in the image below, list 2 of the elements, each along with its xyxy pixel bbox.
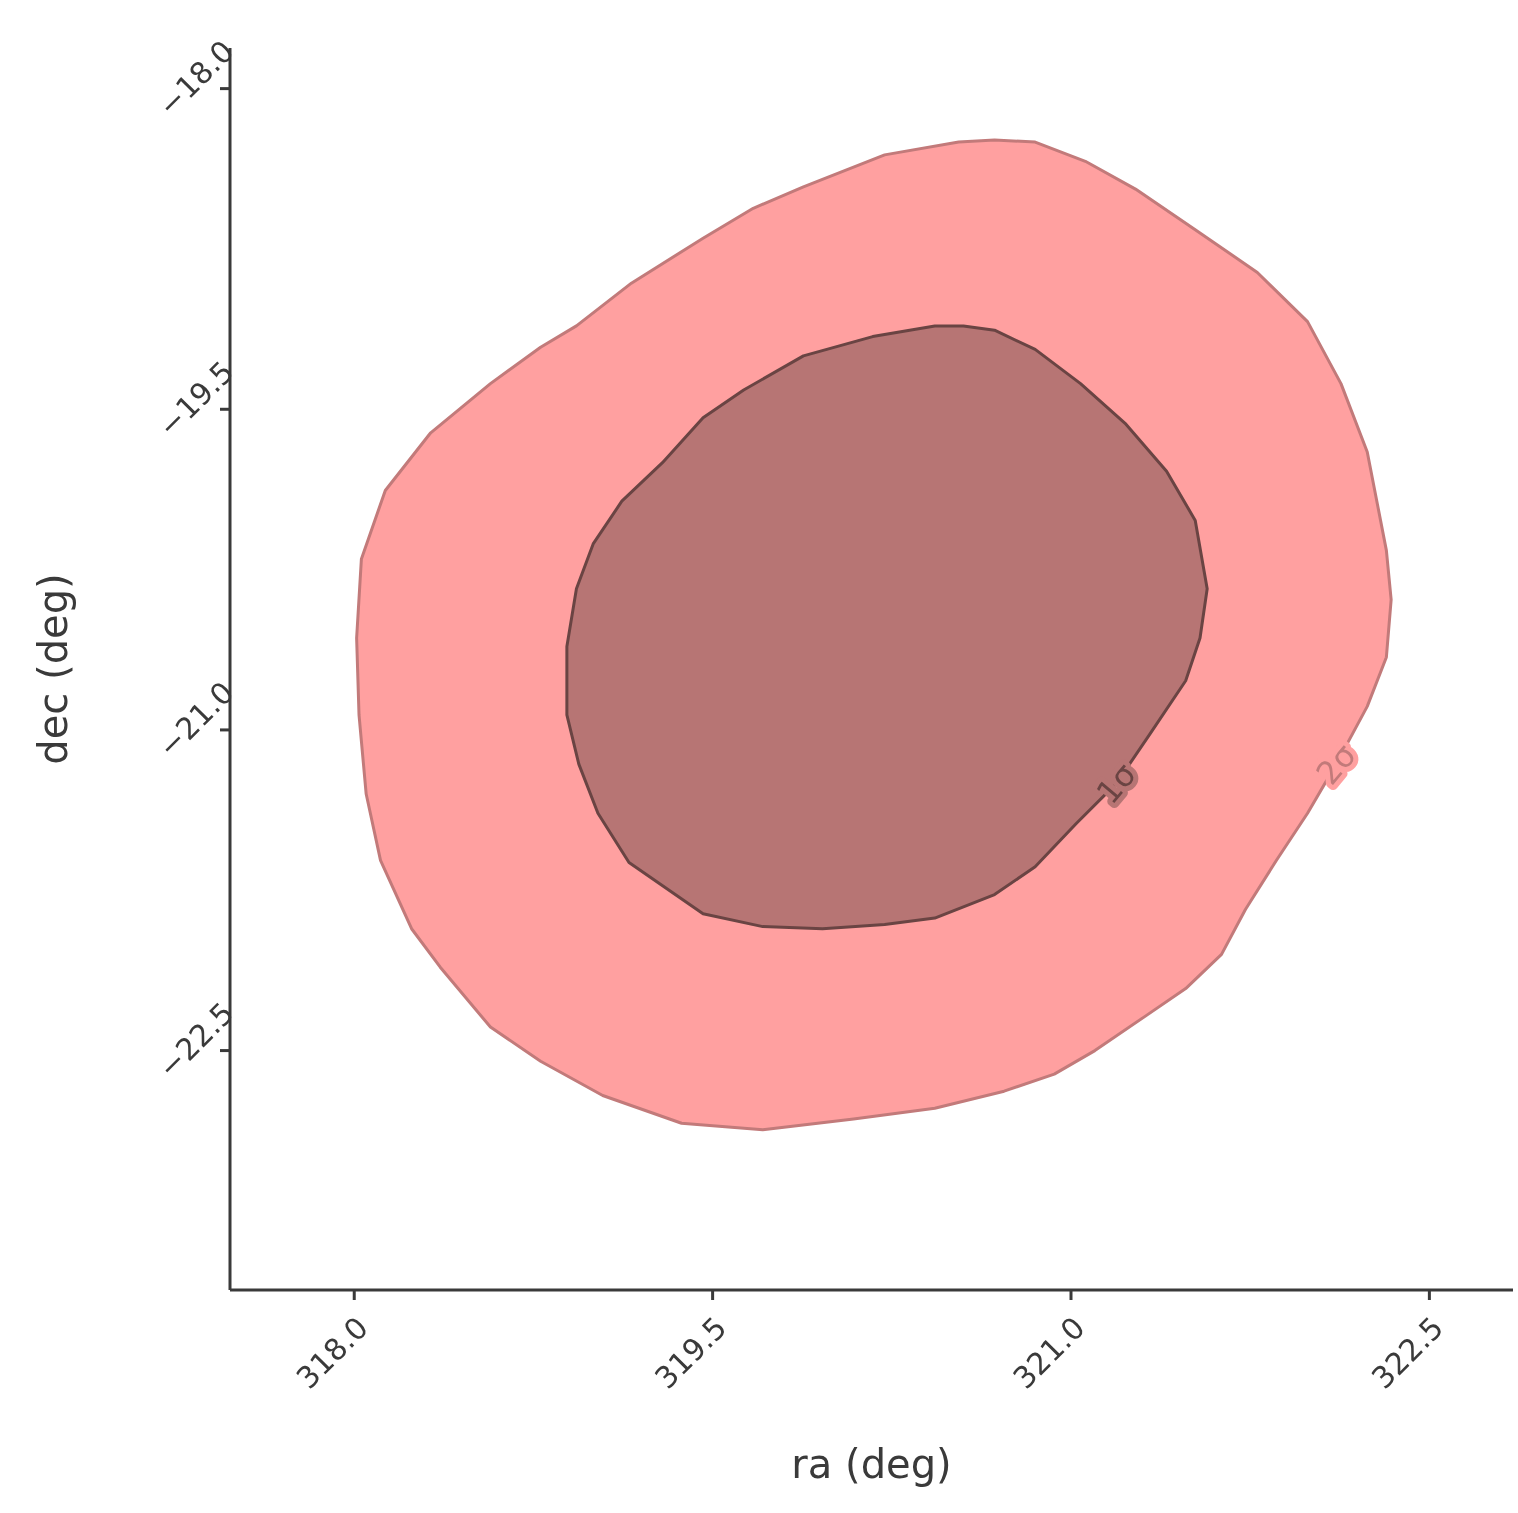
x-axis-title: ra (deg) bbox=[791, 1441, 952, 1487]
y-axis-title: dec (deg) bbox=[30, 573, 77, 765]
